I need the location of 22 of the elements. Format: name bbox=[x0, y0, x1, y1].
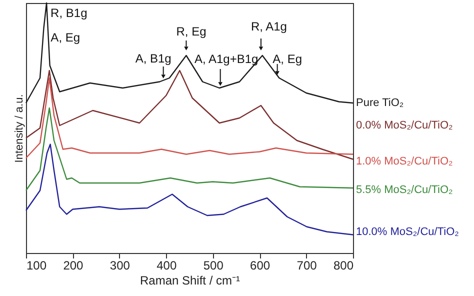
x-tick-label: 800 bbox=[333, 258, 354, 272]
x-tick-label: 700 bbox=[296, 258, 318, 272]
x-tick-label: 200 bbox=[63, 258, 84, 272]
x-tick-label: 500 bbox=[203, 258, 224, 272]
series-label: 1.0% MoS₂/Cu/TiO₂ bbox=[356, 155, 453, 168]
x-tick-label: 600 bbox=[250, 258, 270, 272]
y-axis-title: Intensity / a.u. bbox=[14, 94, 26, 163]
x-tick-label: 300 bbox=[110, 258, 130, 272]
annotation: R, Eg bbox=[176, 24, 206, 38]
annotation: A, Eg bbox=[50, 30, 80, 44]
annotation: R, A1g bbox=[250, 20, 287, 34]
annotation: A, Eg bbox=[272, 52, 302, 66]
series-label: 10.0% MoS₂/Cu/TiO₂ bbox=[356, 226, 459, 238]
x-axis-title: Raman Shift / cm⁻¹ bbox=[140, 274, 240, 288]
annotation: A, B1g bbox=[135, 52, 172, 66]
annotation: R, B1g bbox=[50, 6, 88, 20]
text: 0.0% MoS₂/Cu/TiO₂ bbox=[356, 119, 453, 132]
series-label: 5.5% MoS₂/Cu/TiO₂ bbox=[356, 184, 453, 196]
annotation: A, A1g+B1g bbox=[194, 52, 258, 66]
x-tick-label: 400 bbox=[156, 258, 177, 272]
series-label: Pure TiO₂ bbox=[356, 97, 404, 109]
x-tick-label: 100 bbox=[26, 258, 47, 272]
